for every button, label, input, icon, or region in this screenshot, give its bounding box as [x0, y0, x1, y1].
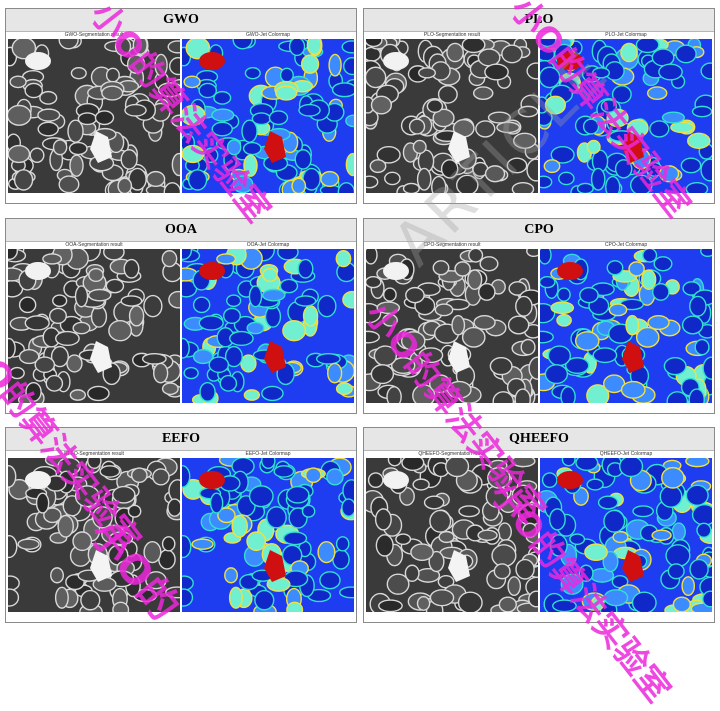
segmentation-label: EEFO-Segmentation result — [64, 451, 124, 457]
panel-qheefo: QHEEFO QHEEFO-Segmentation result QHEEFO… — [363, 427, 715, 623]
segmentation-image — [366, 249, 538, 403]
jet-colormap-label: CPO-Jet Colormap — [604, 242, 648, 248]
jet-colormap-label: OOA-Jet Colormap — [246, 242, 290, 248]
panel-plo: PLO PLO-Segmentation result PLO-Jet Colo… — [363, 8, 715, 204]
panel-title: PLO — [364, 9, 714, 32]
segmentation-image — [366, 458, 538, 612]
jet-colormap-label: QHEEFO-Jet Colormap — [599, 451, 653, 457]
segmentation-label: OOA-Segmentation result — [65, 242, 123, 248]
panel-title: OOA — [6, 219, 356, 242]
segmentation-label: GWO-Segmentation result — [64, 32, 124, 38]
segmentation-image — [8, 249, 180, 403]
panel-eefo: EEFO EEFO-Segmentation result EEFO-Jet C… — [5, 427, 357, 623]
jet-colormap-label: GWO-Jet Colormap — [246, 32, 290, 38]
jet-colormap-image — [540, 249, 712, 403]
segmentation-image — [8, 39, 180, 193]
panel-gwo: GWO GWO-Segmentation result GWO-Jet Colo… — [5, 8, 357, 204]
segmentation-image — [366, 39, 538, 193]
panel-title: QHEEFO — [364, 428, 714, 451]
jet-colormap-image — [540, 39, 712, 193]
panel-title: GWO — [6, 9, 356, 32]
segmentation-label: PLO-Segmentation result — [423, 32, 481, 38]
panel-title: EEFO — [6, 428, 356, 451]
segmentation-label: QHEEFO-Segmentation result — [418, 451, 486, 457]
segmentation-image — [8, 458, 180, 612]
segmentation-label: CPO-Segmentation result — [423, 242, 481, 248]
jet-colormap-image — [182, 249, 354, 403]
jet-colormap-label: EEFO-Jet Colormap — [245, 451, 291, 457]
panel-title: CPO — [364, 219, 714, 242]
jet-colormap-image — [182, 458, 354, 612]
panel-cpo: CPO CPO-Segmentation result CPO-Jet Colo… — [363, 218, 715, 414]
jet-colormap-image — [540, 458, 712, 612]
jet-colormap-image — [182, 39, 354, 193]
jet-colormap-label: PLO-Jet Colormap — [605, 32, 647, 38]
panel-ooa: OOA OOA-Segmentation result OOA-Jet Colo… — [5, 218, 357, 414]
